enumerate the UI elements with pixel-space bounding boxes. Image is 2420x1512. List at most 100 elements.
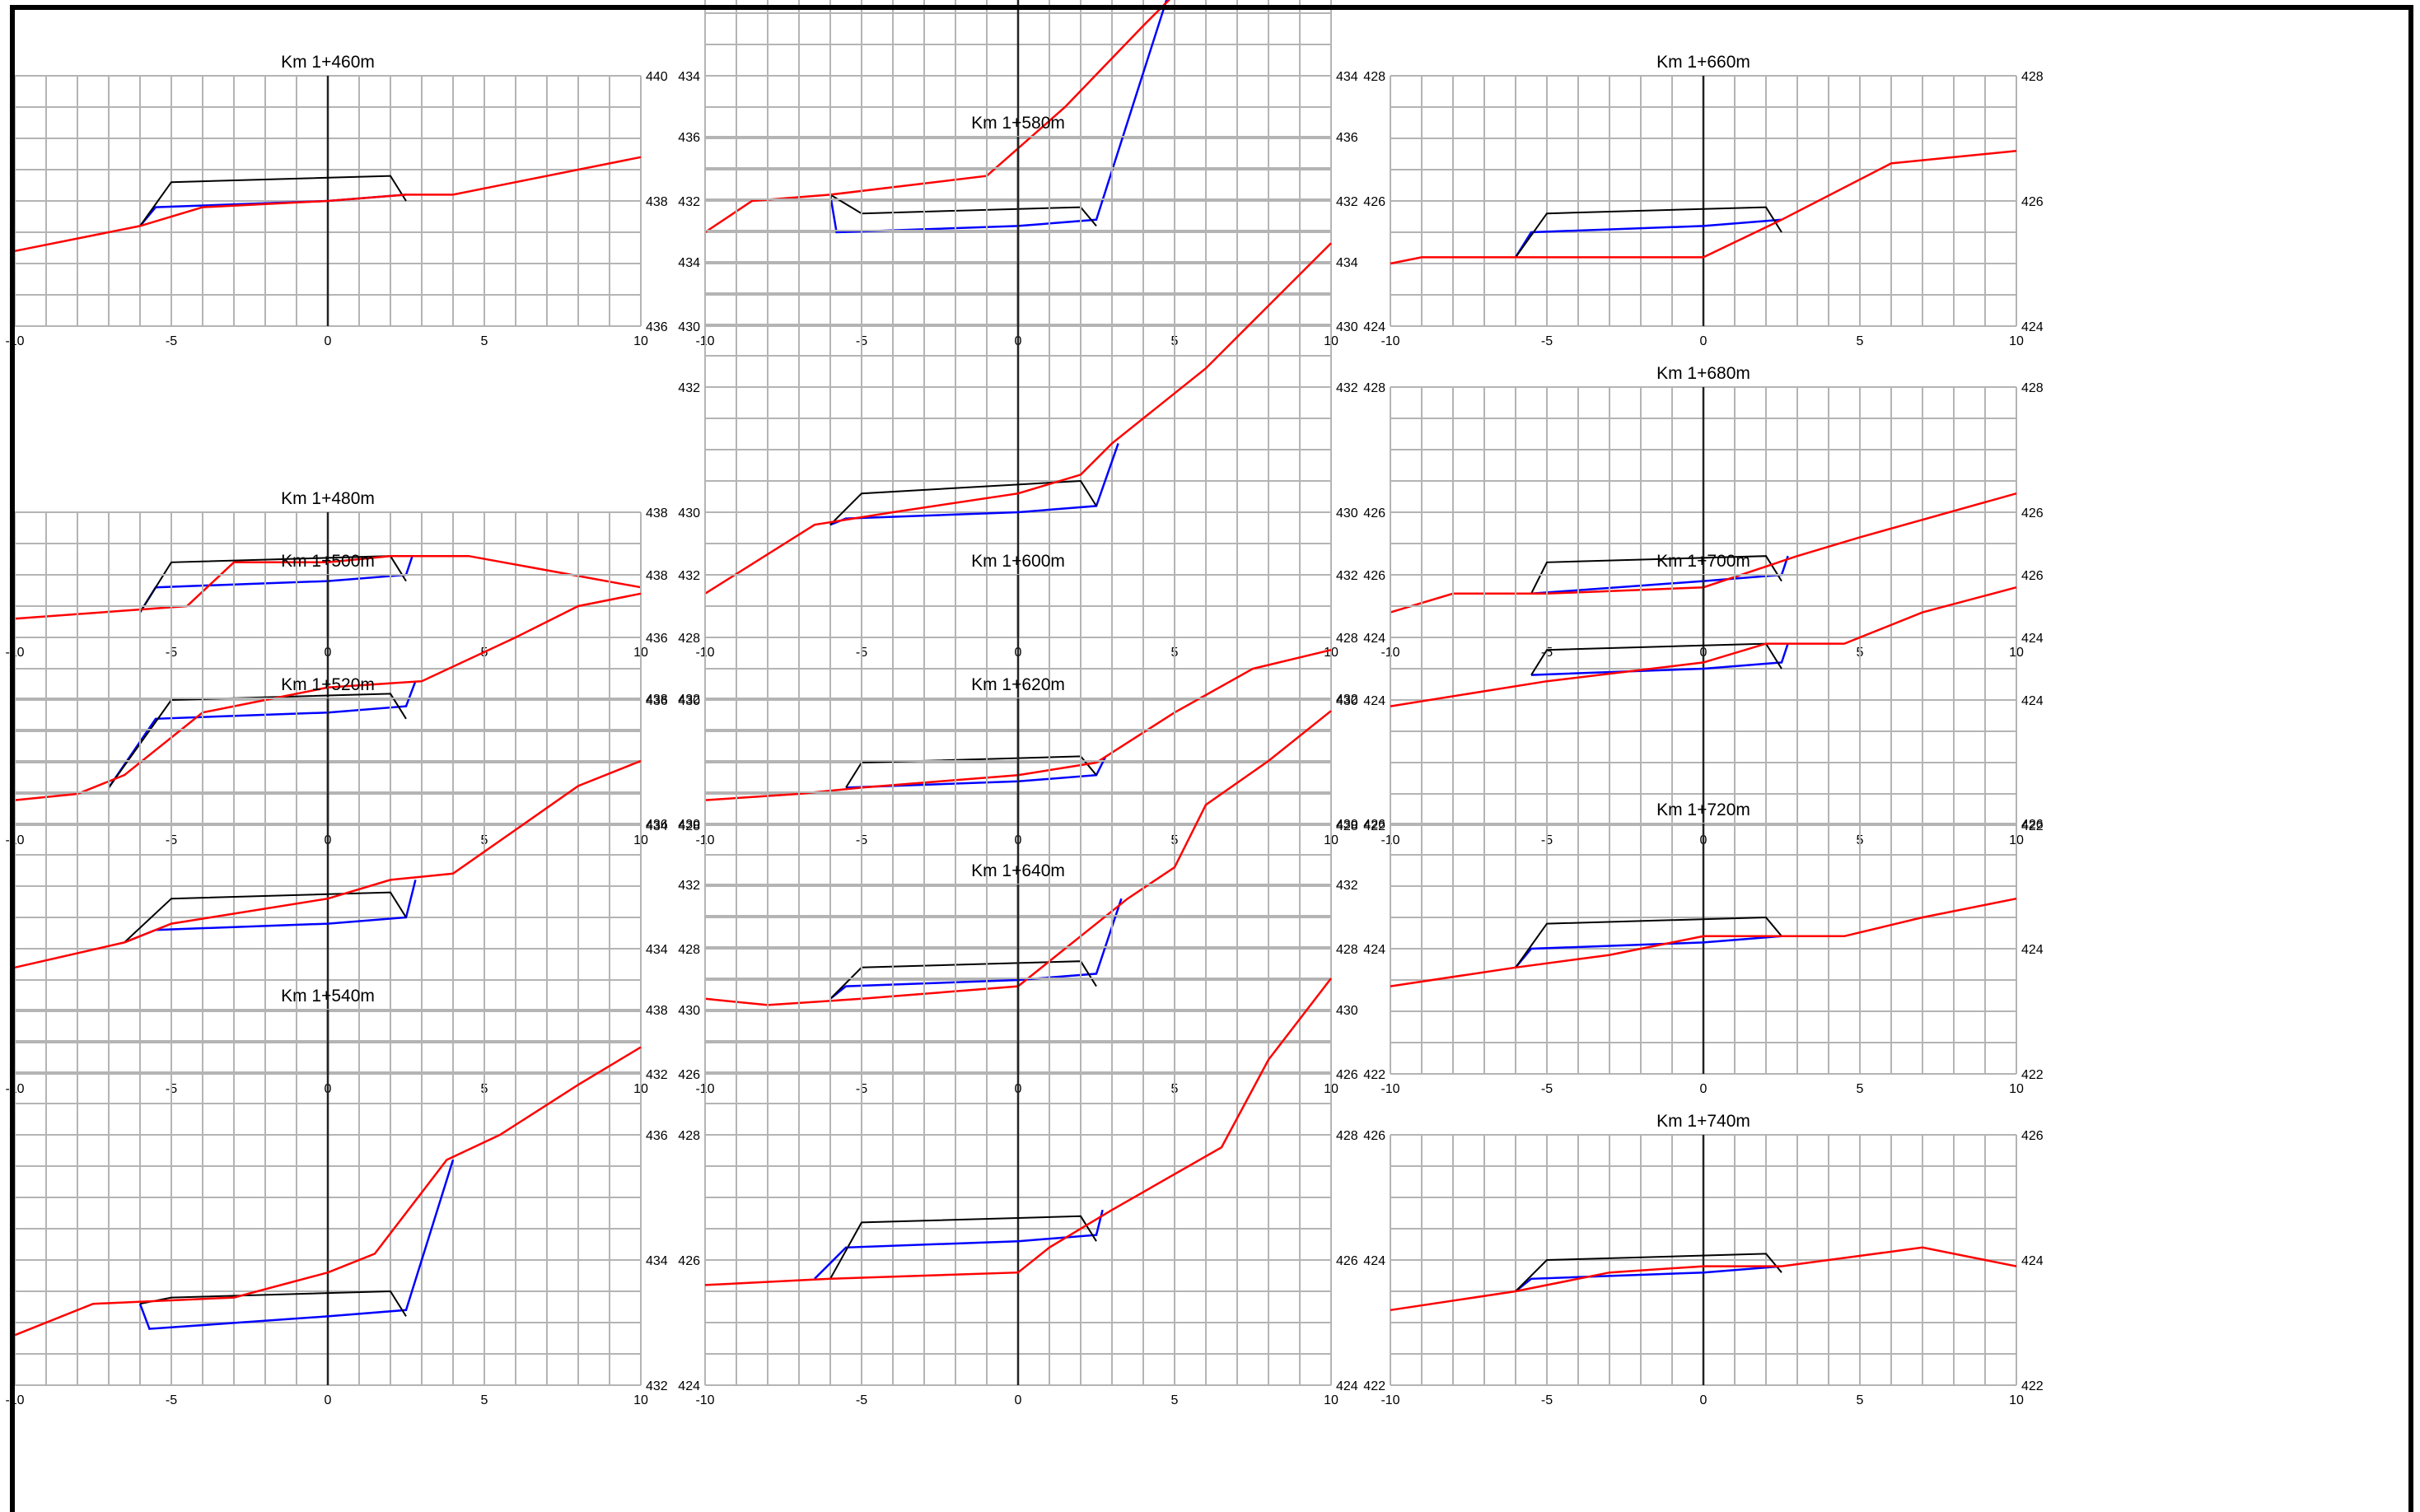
y-tick-label-left: 426 xyxy=(1363,569,1385,583)
y-tick-label-right: 424 xyxy=(1336,1379,1358,1393)
y-tick-label-right: 432 xyxy=(1336,381,1358,395)
x-tick-label: 10 xyxy=(2009,1082,2024,1096)
y-tick-label-right: 428 xyxy=(2021,70,2044,84)
road-template-line xyxy=(1530,642,1782,676)
y-tick-label-left: 426 xyxy=(1363,195,1385,209)
x-tick-label: 10 xyxy=(2009,334,2024,348)
x-tick-label: 10 xyxy=(633,334,648,348)
ground-line xyxy=(1390,1246,2017,1312)
y-tick-label-right: 430 xyxy=(1336,320,1358,334)
y-tick-label-right: 430 xyxy=(1336,1004,1358,1018)
road-template-line xyxy=(829,194,1097,227)
y-tick-label-left: 424 xyxy=(1363,943,1385,957)
y-tick-label-right: 434 xyxy=(646,943,668,957)
y-tick-label-right: 432 xyxy=(1336,569,1358,583)
y-tick-label-right: 434 xyxy=(1336,70,1358,84)
y-tick-label-right: 432 xyxy=(646,1068,668,1082)
y-tick-label-right: 426 xyxy=(2021,506,2044,520)
road-template-line xyxy=(1515,916,1782,968)
section-title: Km 1+660m xyxy=(1656,53,1750,72)
section-title: Km 1+600m xyxy=(971,552,1065,571)
section-title: Km 1+700m xyxy=(1656,552,1750,571)
road-template-line xyxy=(829,479,1097,525)
road-template-line xyxy=(829,960,1097,1000)
y-tick-label-right: 438 xyxy=(646,693,668,707)
y-tick-label-right: 422 xyxy=(2021,1379,2044,1393)
ground-line xyxy=(14,156,642,253)
x-tick-label: 5 xyxy=(1857,1082,1864,1096)
y-tick-label-left: 430 xyxy=(678,506,700,520)
y-tick-label-right: 428 xyxy=(1336,943,1358,957)
y-tick-label-left: 424 xyxy=(1363,694,1385,708)
road-template-line xyxy=(845,755,1097,788)
y-tick-label-right: 424 xyxy=(2021,1254,2044,1268)
y-tick-label-right: 432 xyxy=(1336,195,1358,209)
y-tick-label-right: 438 xyxy=(646,1004,668,1018)
design-line xyxy=(138,1160,455,1330)
road-template-line xyxy=(1515,1253,1782,1292)
y-tick-label-right: 422 xyxy=(2021,819,2044,833)
x-tick-label: 5 xyxy=(481,1393,488,1407)
x-tick-label: 0 xyxy=(1015,1393,1022,1407)
y-tick-label-right: 436 xyxy=(646,320,668,334)
design-line xyxy=(1530,555,1789,595)
section-1640: Km 1+640m-10 -5 0 5 104244264284304324244264… xyxy=(678,861,1358,1407)
ground-line xyxy=(1390,149,2017,265)
x-tick-label: 5 xyxy=(481,334,488,348)
ground-line xyxy=(14,759,642,969)
design-line xyxy=(845,755,1107,789)
road-template-line xyxy=(139,175,407,226)
y-tick-label-left: 428 xyxy=(1363,70,1385,84)
y-tick-label-left: 432 xyxy=(678,381,700,395)
y-tick-label-right: 440 xyxy=(646,70,668,84)
y-tick-label-left: 432 xyxy=(678,195,700,209)
x-tick-label: 5 xyxy=(1857,334,1864,348)
y-tick-label-left: 428 xyxy=(678,943,700,957)
y-tick-label-right: 438 xyxy=(646,569,668,583)
x-tick-label: 10 xyxy=(1324,1393,1338,1407)
road-template-line xyxy=(139,555,407,614)
y-tick-label-right: 426 xyxy=(2021,1129,2044,1143)
y-tick-label-right: 434 xyxy=(1336,256,1358,270)
y-tick-label-left: 422 xyxy=(1363,1068,1385,1082)
y-tick-label-left: 424 xyxy=(1363,1254,1385,1268)
section-title: Km 1+640m xyxy=(971,861,1065,880)
y-tick-label-left: 428 xyxy=(1363,381,1385,395)
section-title: Km 1+580m xyxy=(971,114,1065,133)
ground-line xyxy=(14,1046,642,1337)
y-tick-label-right: 438 xyxy=(646,506,668,520)
y-tick-label-right: 436 xyxy=(646,694,668,708)
y-tick-label-left: 430 xyxy=(678,320,700,334)
y-tick-label-left: 426 xyxy=(1363,818,1385,832)
y-tick-label-left: 428 xyxy=(678,819,700,833)
ground-line xyxy=(1390,586,2017,707)
design-line xyxy=(1515,935,1782,968)
y-tick-label-left: 434 xyxy=(678,256,700,270)
section-title: Km 1+720m xyxy=(1656,800,1750,819)
y-tick-label-left: 426 xyxy=(678,1254,700,1268)
x-tick-label: 0 xyxy=(325,334,332,348)
section-title: Km 1+500m xyxy=(281,552,375,571)
section-title: Km 1+480m xyxy=(281,489,375,508)
design-line xyxy=(1515,1265,1782,1292)
y-tick-label-right: 436 xyxy=(1336,131,1358,145)
design-line xyxy=(814,1209,1104,1280)
y-tick-label-right: 424 xyxy=(2021,632,2044,646)
section-title: Km 1+460m xyxy=(281,53,375,72)
y-tick-label-left: 436 xyxy=(678,131,700,145)
y-tick-label-right: 428 xyxy=(2021,381,2044,395)
y-tick-label-left: 432 xyxy=(678,879,700,893)
section-title: Km 1+620m xyxy=(971,675,1065,694)
y-tick-label-right: 428 xyxy=(1336,819,1358,833)
y-tick-label-right: 438 xyxy=(646,195,668,209)
section-title: Km 1+740m xyxy=(1656,1112,1750,1131)
section-title: Km 1+680m xyxy=(1656,364,1750,383)
x-tick-label: -5 xyxy=(1541,334,1553,348)
section-title: Km 1+520m xyxy=(281,675,375,694)
y-tick-label-left: 430 xyxy=(678,1004,700,1018)
x-tick-label: 10 xyxy=(2009,1393,2024,1407)
